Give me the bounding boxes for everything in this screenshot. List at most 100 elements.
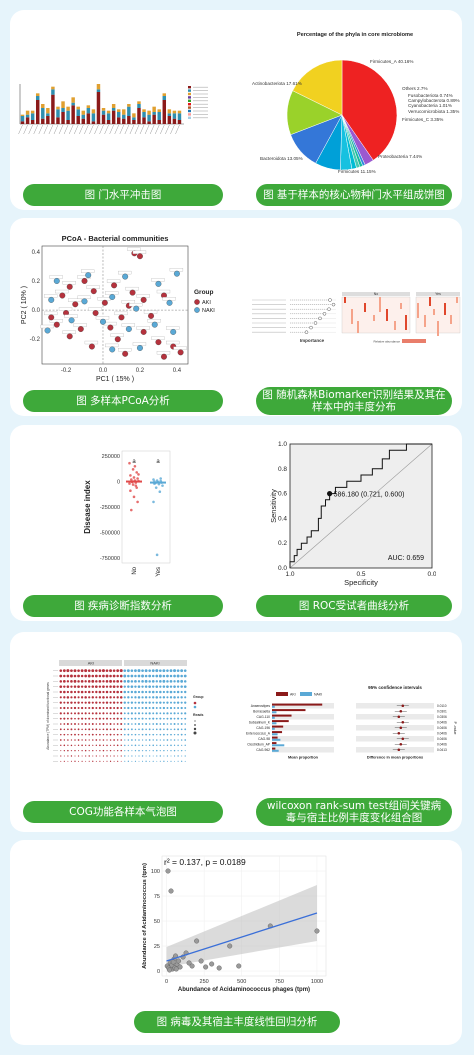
- cog-bubble: [173, 701, 176, 704]
- cog-bubble: [169, 669, 173, 673]
- cog-bubble: [155, 723, 158, 725]
- cog-bubble: [134, 701, 137, 704]
- bar-segment: [25, 117, 30, 124]
- cog-bubble: [113, 744, 115, 747]
- cog-bubble: [151, 669, 155, 673]
- cog-bubble: [177, 712, 180, 715]
- bar-tick-label: [134, 124, 140, 135]
- cog-bubble: [144, 679, 148, 683]
- pcoa-point: [133, 305, 140, 312]
- reg-point: [314, 928, 320, 934]
- cog-header-aki: [59, 660, 122, 666]
- cog-bubble: [88, 733, 91, 736]
- cog-bubble: [169, 696, 173, 699]
- bar-segment: [116, 117, 121, 124]
- cog-bubble: [173, 733, 176, 736]
- cog-bubble: [130, 680, 134, 683]
- cog-bubble: [134, 717, 137, 720]
- cog-bubble: [170, 755, 172, 757]
- bar-tick-label: [89, 124, 94, 135]
- disease-point: [155, 553, 159, 557]
- bar-legend-swatch: [188, 109, 191, 113]
- rf-heat-cell: [386, 309, 388, 321]
- wil-pvalue: 0.0110: [437, 704, 447, 708]
- cog-bubble: [113, 739, 115, 741]
- caption-wilcoxon: wilcoxon rank-sum test组间关键病毒与宿主比例丰度变化组合图: [256, 798, 452, 826]
- cog-bubble: [173, 680, 176, 683]
- rf-point: [313, 321, 318, 325]
- cog-bubble: [141, 696, 144, 699]
- pcoa-point: [170, 329, 177, 335]
- cog-bubble: [113, 728, 116, 731]
- cog-bubble: [130, 701, 134, 704]
- cog-bubble: [155, 739, 158, 741]
- cog-bubble: [85, 760, 87, 762]
- cog-bubble: [105, 701, 109, 704]
- cog-bubble: [127, 744, 129, 746]
- wil-legend-naki: [300, 692, 312, 696]
- cog-bubble: [84, 749, 87, 752]
- pie-slice-label: Firmicutes_A 40.16%: [370, 59, 413, 64]
- bar-tick-label: [165, 124, 170, 135]
- cog-bubble: [173, 674, 176, 678]
- bar-segment: [157, 109, 161, 112]
- cog-bubble: [134, 679, 137, 683]
- cog-bubble: [176, 685, 180, 688]
- cog-bubble: [180, 733, 183, 736]
- cog-bubble: [91, 674, 95, 678]
- bar-segment: [137, 104, 141, 108]
- reg-point: [173, 966, 179, 972]
- bar-segment: [30, 113, 35, 120]
- disease-y-tick: 250000: [102, 454, 120, 460]
- cog-bubble: [137, 712, 141, 715]
- cog-bubble: [84, 669, 88, 673]
- cog-bubble: [59, 685, 63, 689]
- wil-bar-naki: [272, 705, 275, 708]
- cog-bubble: [116, 744, 119, 747]
- cog-bubble: [106, 739, 108, 741]
- cog-bubble: [70, 669, 73, 673]
- reg-annotation: r² = 0.137, p = 0.0189: [164, 857, 246, 867]
- cog-bubble: [60, 760, 62, 762]
- cog-bubble: [67, 755, 69, 757]
- reg-x-tick: 250: [200, 979, 209, 985]
- cog-bubble: [102, 685, 105, 688]
- pcoa-point-label: [77, 295, 91, 300]
- cog-bubble: [91, 685, 95, 688]
- cog-bubble: [87, 669, 91, 673]
- bar-segment: [142, 117, 146, 124]
- cog-bubble: [102, 749, 105, 752]
- bar-segment: [35, 96, 40, 100]
- cog-bubble: [155, 712, 158, 715]
- bar-segment: [46, 108, 50, 114]
- cog-bubble: [170, 712, 172, 715]
- cog-bubble: [88, 685, 91, 688]
- bar-segment: [127, 104, 131, 107]
- disease-point: [136, 500, 139, 504]
- cog-bubble: [95, 723, 98, 725]
- cog-bubble: [85, 744, 87, 746]
- cog-bubble: [84, 723, 87, 725]
- wil-bar-aki: [272, 720, 289, 723]
- bar-segment: [76, 116, 80, 124]
- reg-x-tick: 1000: [311, 979, 323, 985]
- pcoa-point: [155, 280, 162, 287]
- wil-category-label: CAG-98: [258, 737, 270, 741]
- cog-bubble: [123, 712, 126, 715]
- pcoa-point: [177, 349, 184, 356]
- cog-bubble: [123, 690, 127, 694]
- cog-bubble: [134, 706, 137, 710]
- cog-bubble: [166, 755, 169, 757]
- rf-point: [328, 298, 332, 302]
- bar-segment: [56, 106, 60, 110]
- cog-bubble: [99, 728, 101, 731]
- cog-bubble: [102, 739, 105, 741]
- bar-tick-label: [28, 124, 33, 135]
- cog-bubble: [95, 717, 98, 720]
- bar-segment: [56, 117, 60, 124]
- bar-segment: [91, 113, 96, 122]
- pcoa-point: [136, 345, 143, 351]
- reg-y-tick: 75: [154, 894, 160, 900]
- cog-bubble: [184, 744, 186, 747]
- cog-bubble: [170, 728, 172, 731]
